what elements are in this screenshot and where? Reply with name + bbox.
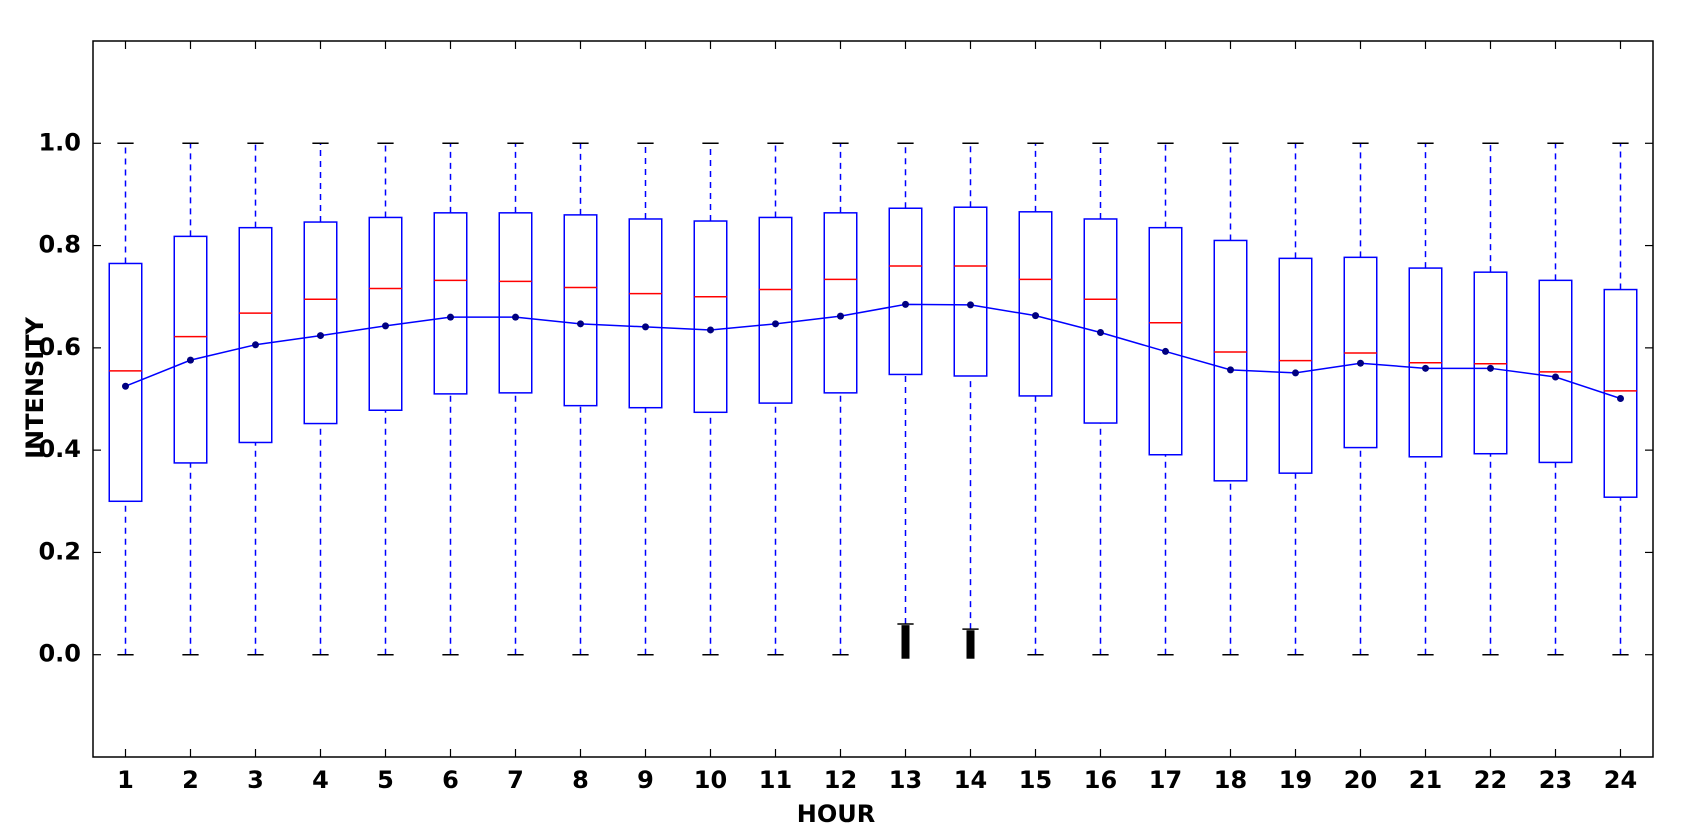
x-tick-label: 6	[442, 766, 459, 794]
y-tick-label: 0.8	[38, 231, 81, 259]
x-tick-label: 16	[1084, 766, 1117, 794]
x-tick-label: 22	[1474, 766, 1507, 794]
mean-point	[382, 322, 389, 330]
box	[1018, 211, 1053, 397]
mean-point	[252, 341, 259, 349]
box	[563, 214, 598, 407]
x-tick-label: 7	[507, 766, 524, 794]
x-tick-label: 1	[117, 766, 134, 794]
x-tick-label: 13	[889, 766, 922, 794]
mean-point	[1552, 373, 1559, 381]
x-tick-label: 21	[1409, 766, 1442, 794]
x-tick-label: 4	[312, 766, 329, 794]
y-tick-label: 0.4	[38, 435, 81, 463]
mean-point	[447, 313, 454, 321]
box	[173, 235, 208, 464]
y-tick-label: 0.0	[38, 640, 81, 668]
box	[953, 206, 988, 377]
x-tick-label: 8	[572, 766, 589, 794]
outlier	[966, 650, 975, 659]
box	[108, 262, 143, 503]
x-tick-label: 20	[1344, 766, 1377, 794]
x-tick-label: 18	[1214, 766, 1247, 794]
mean-point	[1227, 366, 1234, 374]
x-tick-label: 23	[1539, 766, 1572, 794]
box	[1278, 257, 1313, 474]
mean-point	[1487, 364, 1494, 372]
mean-point	[317, 332, 324, 340]
mean-point	[512, 313, 519, 321]
box	[498, 212, 533, 394]
x-tick-label: 2	[182, 766, 199, 794]
mean-point	[1357, 359, 1364, 367]
x-tick-label: 17	[1149, 766, 1182, 794]
outlier	[901, 635, 910, 644]
box	[1473, 271, 1508, 455]
outlier	[901, 630, 910, 639]
x-tick-label: 14	[954, 766, 987, 794]
box	[368, 216, 403, 412]
outlier	[966, 645, 975, 654]
x-tick-label: 24	[1604, 766, 1637, 794]
box	[628, 218, 663, 409]
mean-point	[772, 320, 779, 328]
x-tick-label: 11	[759, 766, 792, 794]
outlier	[901, 640, 910, 649]
box	[1148, 226, 1183, 456]
box	[303, 221, 338, 425]
mean-point	[967, 301, 974, 309]
box	[1603, 288, 1638, 498]
x-tick-label: 15	[1019, 766, 1052, 794]
mean-point	[707, 326, 714, 334]
mean-point	[902, 300, 909, 308]
box	[1083, 218, 1118, 424]
mean-point	[1162, 347, 1169, 355]
x-tick-label: 5	[377, 766, 394, 794]
mean-point	[122, 382, 129, 390]
y-tick-label: 1.0	[38, 128, 81, 156]
plot-frame	[92, 40, 1654, 758]
mean-point	[642, 323, 649, 331]
box	[693, 220, 728, 414]
mean-point	[1292, 369, 1299, 377]
outlier	[901, 650, 910, 659]
mean-point	[187, 356, 194, 364]
x-tick-label: 9	[637, 766, 654, 794]
x-tick-label: 19	[1279, 766, 1312, 794]
x-tick-label: 3	[247, 766, 264, 794]
outlier	[966, 635, 975, 644]
box	[823, 212, 858, 394]
box	[758, 216, 793, 404]
y-tick-label: 0.2	[38, 537, 81, 565]
mean-point	[1422, 364, 1429, 372]
mean-point	[1032, 312, 1039, 320]
mean-point	[837, 312, 844, 320]
outlier	[966, 630, 975, 639]
mean-point	[1097, 329, 1104, 337]
outlier	[901, 645, 910, 654]
outlier	[901, 625, 910, 634]
y-axis-label: INTENSITY	[21, 316, 49, 458]
outlier	[966, 640, 975, 649]
mean-point	[577, 320, 584, 328]
mean-line	[125, 303, 1621, 400]
box	[1213, 239, 1248, 482]
box	[888, 207, 923, 376]
y-tick-label: 0.6	[38, 333, 81, 361]
mean-point	[1617, 394, 1624, 402]
box	[433, 212, 468, 395]
x-axis-label: HOUR	[797, 800, 875, 828]
box	[238, 226, 273, 444]
x-tick-label: 10	[694, 766, 727, 794]
x-tick-label: 12	[824, 766, 857, 794]
